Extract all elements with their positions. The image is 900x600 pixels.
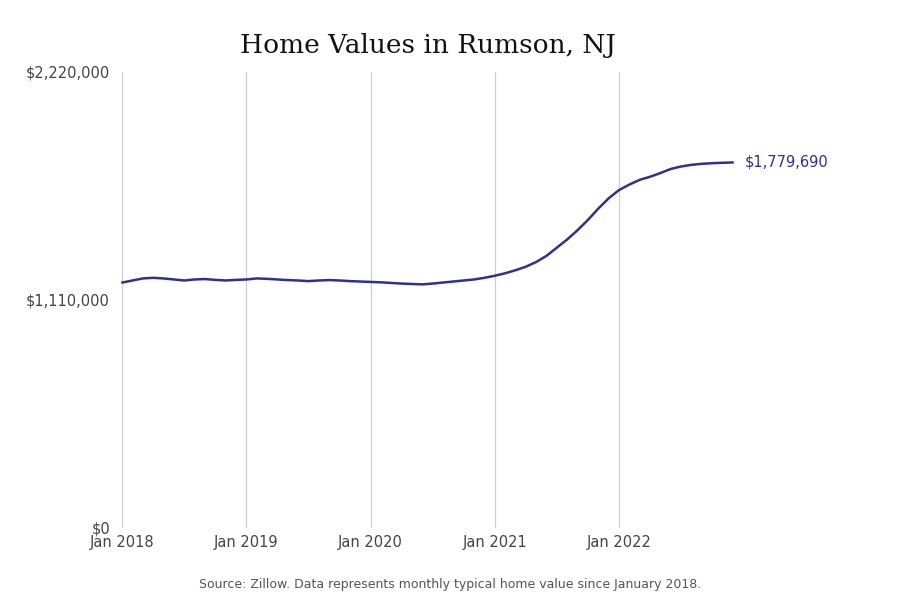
- Title: Home Values in Rumson, NJ: Home Values in Rumson, NJ: [239, 32, 616, 58]
- Text: $1,779,690: $1,779,690: [745, 155, 829, 170]
- Text: Source: Zillow. Data represents monthly typical home value since January 2018.: Source: Zillow. Data represents monthly …: [199, 578, 701, 591]
